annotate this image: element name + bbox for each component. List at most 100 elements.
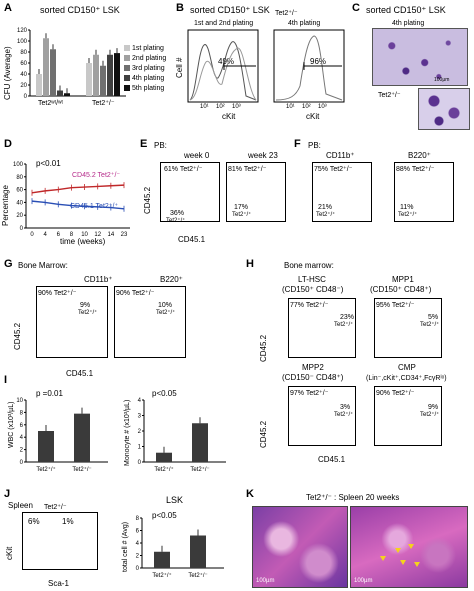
bar-0: [86, 63, 92, 96]
panel-b-pct-right: 96%: [310, 57, 327, 66]
panel-b-label: B: [176, 2, 184, 14]
panel-c-genotype: Tet2⁺/⁻: [378, 92, 401, 99]
lsk-bar-1: [190, 535, 206, 568]
spleen-histology-right: [350, 506, 468, 588]
bar-1: [93, 54, 99, 96]
facs-e-week0: [160, 162, 220, 222]
bar-1: [43, 38, 49, 96]
panel-g-col1: CD11b⁺: [84, 275, 113, 284]
y-tick-label: 0: [136, 566, 140, 572]
facs-f-b220: [394, 162, 454, 222]
facs-h-p4c: Tet2⁺/⁺: [420, 412, 440, 418]
y-tick-label: 4: [138, 398, 142, 404]
panel-b-pct-left: 49%: [218, 57, 235, 66]
bar-2: [50, 49, 56, 96]
x-tick-label: 12: [94, 232, 101, 238]
y-tick-label: 2: [136, 554, 140, 560]
panel-h-c4b: (Lin⁻,cKit⁺,CD34⁺,FcγRˡᵒ): [366, 375, 447, 382]
panel-i-p2: p<0.05: [152, 389, 177, 398]
facs-h-p1c: Tet2⁺/⁺: [334, 322, 354, 328]
y-tick-label: 0: [20, 226, 24, 232]
x-tick-label: 4: [43, 232, 47, 238]
wbc-bar-0: [38, 431, 54, 462]
panel-b-title: sorted CD150⁺ LSK: [190, 5, 270, 15]
panel-b-genotype: Tet2⁺/⁻: [275, 10, 298, 17]
y-tick-label: 120: [17, 28, 28, 34]
y-tick-label: 100: [13, 162, 24, 168]
panel-e-label-pb: PB:: [154, 141, 167, 150]
panel-f-col1: CD11b⁺: [326, 151, 355, 160]
panel-e-label: E: [140, 138, 148, 150]
arrowhead-icon: [400, 560, 406, 565]
facs-h-p2b: 5%: [428, 314, 439, 321]
panel-j-genotype: Tet2⁺/⁻: [44, 504, 67, 511]
facs-f-cd11b: [312, 162, 372, 222]
panel-a-label: A: [4, 2, 12, 14]
x-tick-label: Tet2⁺/⁻: [72, 466, 91, 473]
panel-j-xlabel: Sca-1: [48, 579, 69, 588]
y-tick-label: 1: [138, 445, 142, 451]
svg-text:10²: 10²: [302, 104, 311, 110]
facs-h-mpp2: [288, 386, 356, 446]
bar-3: [57, 90, 63, 96]
arrowhead-icon: [408, 544, 414, 549]
x-tick-label: 23: [121, 232, 128, 238]
x-tick-label: 0: [30, 232, 34, 238]
facs-g-g2b: Tet2⁺/⁺: [78, 310, 98, 316]
x-tick-label: 8: [70, 232, 74, 238]
y-tick-label: 20: [16, 213, 23, 219]
facs-f-g2: 21%: [318, 204, 333, 211]
y-tick-label: 6: [136, 529, 140, 535]
legend-2nd: 2nd plating: [132, 55, 167, 62]
facs-g-g4b: Tet2⁺/⁺: [156, 310, 176, 316]
panel-k-scale2: 100µm: [354, 578, 373, 584]
legend-4th: 4th plating: [132, 75, 165, 82]
legend-swatch: [124, 45, 130, 51]
x-tick-label: Tet2⁺/⁻: [190, 466, 209, 473]
panel-d-pvalue: p<0.01: [36, 159, 61, 168]
panel-g-xlabel: CD45.1: [66, 369, 94, 378]
facs-h-cmp: [374, 386, 442, 446]
panel-g-label-bm: Bone Marrow:: [18, 261, 68, 270]
panel-h-label-bm: Bone marrow:: [284, 261, 334, 270]
facs-j-g2: 1%: [62, 517, 74, 526]
panel-e-xlabel: CD45.1: [178, 235, 206, 244]
x-tick-label: Tet2⁺/⁺: [154, 466, 173, 473]
panel-a-title: sorted CD150⁺ LSK: [40, 5, 120, 15]
panel-h-c2b: (CD150⁺ CD48⁺): [370, 285, 432, 294]
x-tick-label: Tet2⁺/⁻: [188, 572, 207, 579]
panel-d-xlabel: time (weeks): [60, 237, 106, 246]
panel-h-c1: LT-HSC: [298, 275, 326, 284]
y-tick-label: 3: [138, 414, 142, 420]
y-tick-label: 0: [20, 460, 24, 466]
panel-d-series1: CD45.2 Tet2⁺/⁻: [72, 172, 121, 179]
panel-f-label: F: [294, 138, 301, 150]
panel-b-xlabel-right: cKit: [306, 112, 320, 121]
series-line-0: [31, 184, 125, 194]
lsk-bar-0: [154, 551, 170, 568]
y-tick-label: 0: [24, 94, 28, 100]
panel-h-c1b: (CD150⁺ CD48⁻): [282, 285, 344, 294]
panel-a-group-2: Tet2⁺/⁻: [92, 100, 115, 107]
facs-g-cd11b: [36, 286, 108, 358]
facs-g-b220: [114, 286, 186, 358]
y-tick-label: 60: [20, 61, 27, 67]
facs-g-g3: 90% Tet2⁺/⁻: [116, 290, 155, 297]
facs-e-g1: 61% Tet2⁺/⁻: [164, 166, 203, 173]
y-tick-label: 10: [16, 398, 23, 404]
facs-h-mpp1: [374, 298, 442, 358]
panel-e-col1: week 0: [184, 151, 210, 160]
facs-h-p4b: 9%: [428, 404, 439, 411]
panel-h-c4: CMP: [398, 363, 416, 372]
facs-j-spleen: [22, 512, 98, 570]
facs-g-g2: 9%: [80, 302, 91, 309]
panel-c-label: C: [352, 2, 360, 14]
y-tick-label: 8: [136, 516, 140, 522]
panel-h-xlabel: CD45.1: [318, 455, 346, 464]
panel-k-title: Tet2⁺/⁻ : Spleen 20 weeks: [306, 493, 400, 502]
x-tick-label: 6: [57, 232, 61, 238]
bar-4: [64, 93, 70, 96]
facs-e-g2: 36%: [170, 210, 185, 217]
